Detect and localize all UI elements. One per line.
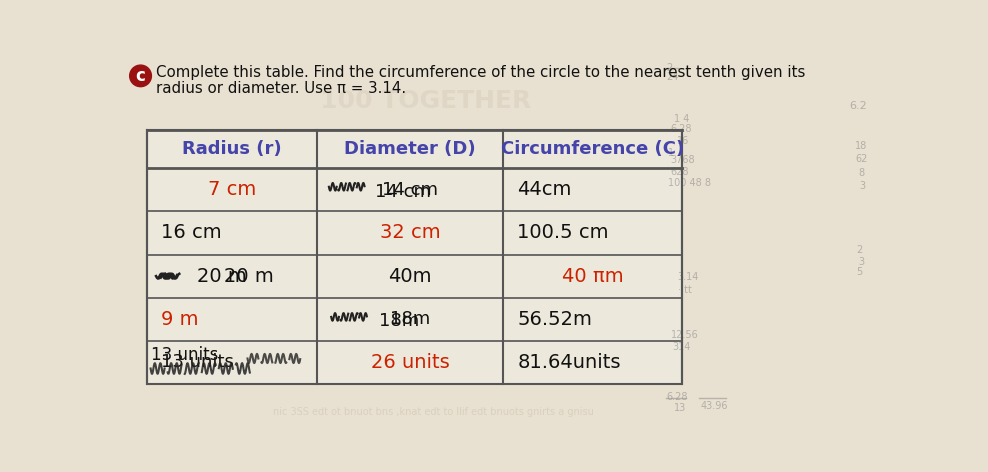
Text: 18m: 18m xyxy=(379,312,420,330)
Text: 100 TOGETHER: 100 TOGETHER xyxy=(320,89,532,113)
Text: radius or diameter. Use π = 3.14.: radius or diameter. Use π = 3.14. xyxy=(156,82,406,96)
Text: 3.14: 3.14 xyxy=(677,272,699,282)
Text: 18: 18 xyxy=(855,141,867,152)
Text: 13 units: 13 units xyxy=(150,346,218,363)
Text: Radius (r): Radius (r) xyxy=(182,140,282,158)
Text: 100.5 cm: 100.5 cm xyxy=(517,223,609,243)
Text: 1 4: 1 4 xyxy=(674,114,689,125)
Text: 44cm: 44cm xyxy=(517,180,572,199)
Text: Complete this table. Find the circumference of the circle to the nearest tenth g: Complete this table. Find the circumfere… xyxy=(156,65,805,80)
Text: 6.28: 6.28 xyxy=(671,125,693,135)
Text: 24: 24 xyxy=(666,72,679,82)
Text: 40m: 40m xyxy=(388,267,432,286)
Text: 12.56: 12.56 xyxy=(671,330,699,340)
Text: 3768: 3768 xyxy=(671,155,696,165)
Text: 56.52m: 56.52m xyxy=(517,310,592,329)
Text: 16: 16 xyxy=(677,136,689,146)
Text: 62: 62 xyxy=(855,154,867,164)
Text: 20 m: 20 m xyxy=(198,267,247,286)
Text: 43.96: 43.96 xyxy=(700,401,727,411)
Text: 13: 13 xyxy=(674,403,686,413)
Text: 6.28: 6.28 xyxy=(666,392,688,402)
Text: 40 πm: 40 πm xyxy=(561,267,623,286)
Text: 32 cm: 32 cm xyxy=(380,223,441,243)
Text: 628: 628 xyxy=(671,167,690,177)
Text: 26 units: 26 units xyxy=(370,353,450,372)
Text: 314: 314 xyxy=(672,342,691,352)
Text: Circumference (C): Circumference (C) xyxy=(501,140,684,158)
Text: c: c xyxy=(135,67,145,85)
Text: 6.2: 6.2 xyxy=(849,101,866,111)
Text: 3: 3 xyxy=(859,257,864,267)
Text: 16 cm: 16 cm xyxy=(161,223,221,243)
Text: 100 48 8: 100 48 8 xyxy=(668,178,710,188)
Text: · tt: · tt xyxy=(679,285,693,295)
Text: 7 cm: 7 cm xyxy=(207,180,256,199)
Text: 81.64units: 81.64units xyxy=(517,353,620,372)
Text: 14 cm: 14 cm xyxy=(375,183,432,201)
Text: 18m: 18m xyxy=(390,310,431,328)
Text: 14 cm: 14 cm xyxy=(382,181,439,199)
Text: 3: 3 xyxy=(860,181,865,191)
Text: 2: 2 xyxy=(666,63,672,73)
FancyBboxPatch shape xyxy=(147,130,682,384)
Text: 8: 8 xyxy=(859,169,864,178)
Text: 20 m: 20 m xyxy=(224,267,274,286)
Text: 13 units: 13 units xyxy=(161,354,233,371)
Text: 1: 1 xyxy=(668,147,675,158)
Text: Diameter (D): Diameter (D) xyxy=(345,140,476,158)
Text: 5: 5 xyxy=(857,267,863,277)
Circle shape xyxy=(129,65,151,87)
Text: nic 3SS edt ot bnuot bns ,knat edt to llif edt bnuots gnirts a gnisu: nic 3SS edt ot bnuot bns ,knat edt to ll… xyxy=(273,407,594,417)
Text: 2: 2 xyxy=(857,245,863,255)
Text: 9 m: 9 m xyxy=(161,310,199,329)
